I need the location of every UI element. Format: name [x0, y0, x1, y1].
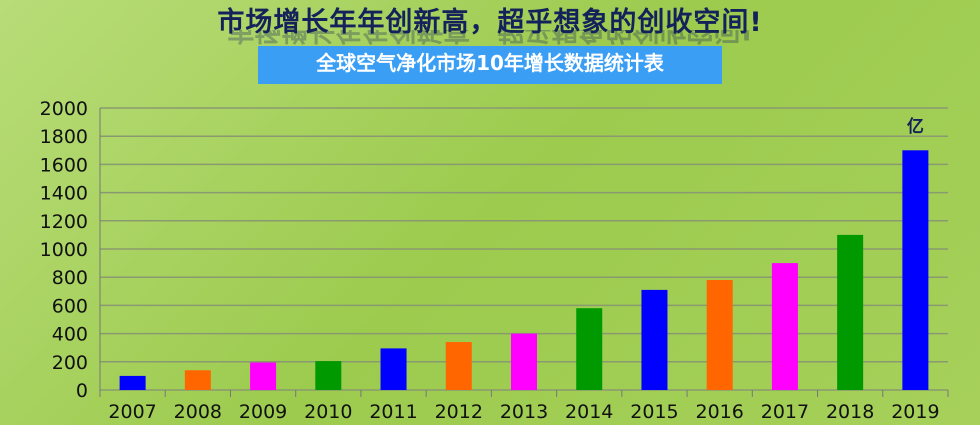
- bar-2013: [511, 333, 537, 390]
- bar-2017: [771, 263, 798, 390]
- y-tick-label: 600: [52, 295, 88, 317]
- x-tick-label: 2013: [500, 401, 548, 423]
- y-tick-label: 200: [52, 352, 88, 374]
- page-title: 市场增长年年创新高，超乎想象的创收空间!: [217, 7, 763, 38]
- x-tick-label: 2017: [761, 401, 809, 423]
- x-tick-label: 2019: [891, 401, 939, 423]
- y-tick-label: 1200: [40, 211, 88, 233]
- x-tick-label: 2012: [435, 401, 483, 423]
- bar-2008: [184, 370, 211, 390]
- x-tick-label: 2011: [369, 401, 417, 423]
- x-tick-label: 2016: [696, 401, 744, 423]
- bar-2011: [380, 348, 407, 390]
- x-tick-label: 2015: [630, 401, 678, 423]
- x-tick-label: 2009: [239, 401, 287, 423]
- bar-2019: [902, 150, 929, 390]
- bar-2007: [119, 375, 146, 390]
- y-tick-label: 800: [52, 267, 88, 289]
- y-tick-label: 1400: [40, 183, 88, 205]
- y-tick-label: 0: [76, 380, 88, 402]
- y-tick-label: 1600: [40, 154, 88, 176]
- bar-2012: [445, 342, 472, 390]
- bar-2015: [641, 289, 668, 390]
- unit-label: 亿: [907, 116, 924, 137]
- y-tick-label: 2000: [40, 98, 88, 120]
- x-tick-label: 2008: [174, 401, 222, 423]
- x-tick-label: 2018: [826, 401, 874, 423]
- y-tick-label: 1800: [40, 126, 88, 148]
- bar-2016: [706, 280, 733, 390]
- y-tick-label: 1000: [40, 239, 88, 261]
- bar-2014: [576, 308, 603, 390]
- bar-2018: [837, 234, 864, 390]
- chart-title: 全球空气净化市场10年增长数据统计表: [258, 46, 722, 84]
- x-tick-label: 2007: [108, 401, 156, 423]
- x-tick-label: 2014: [565, 401, 613, 423]
- bar-2010: [315, 361, 342, 390]
- bar-2009: [250, 362, 277, 390]
- x-tick-label: 2010: [304, 401, 352, 423]
- y-tick-label: 400: [52, 324, 88, 346]
